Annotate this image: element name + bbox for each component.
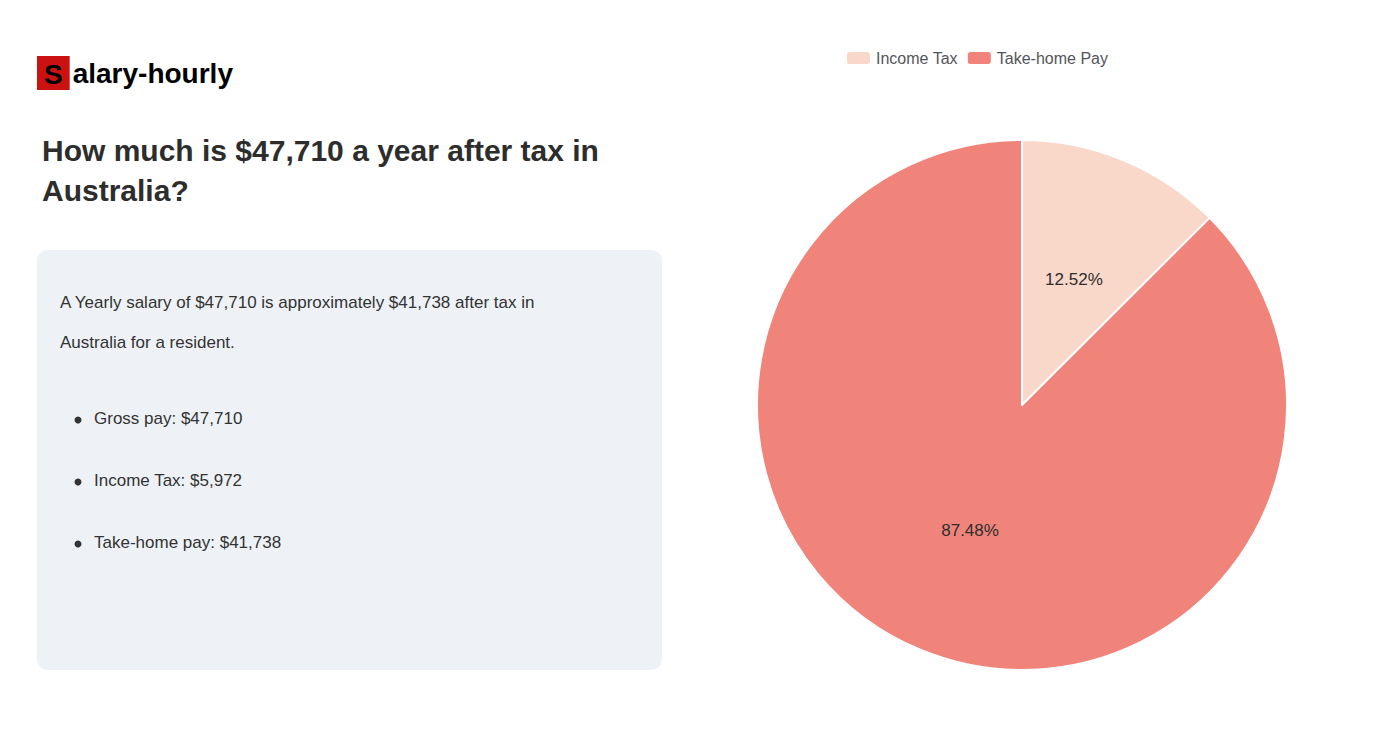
svg-text:alary-hourly: alary-hourly <box>73 58 234 89</box>
svg-text:12.52%: 12.52% <box>1045 270 1103 289</box>
svg-text:Gross pay: $47,710: Gross pay: $47,710 <box>94 409 242 428</box>
svg-text:Australia for a resident.: Australia for a resident. <box>60 333 235 352</box>
svg-text:Income Tax: $5,972: Income Tax: $5,972 <box>94 471 242 490</box>
svg-text:Income Tax: Income Tax <box>876 50 958 67</box>
svg-text:Take-home Pay: Take-home Pay <box>997 50 1108 67</box>
svg-text:A Yearly salary of $47,710 is: A Yearly salary of $47,710 is approximat… <box>60 293 534 312</box>
svg-text:Australia?: Australia? <box>42 174 189 207</box>
svg-text:How much is $47,710 a year aft: How much is $47,710 a year after tax in <box>42 134 599 167</box>
svg-text:S: S <box>44 59 63 90</box>
svg-text:87.48%: 87.48% <box>941 521 999 540</box>
svg-text:Take-home pay: $41,738: Take-home pay: $41,738 <box>94 533 281 552</box>
